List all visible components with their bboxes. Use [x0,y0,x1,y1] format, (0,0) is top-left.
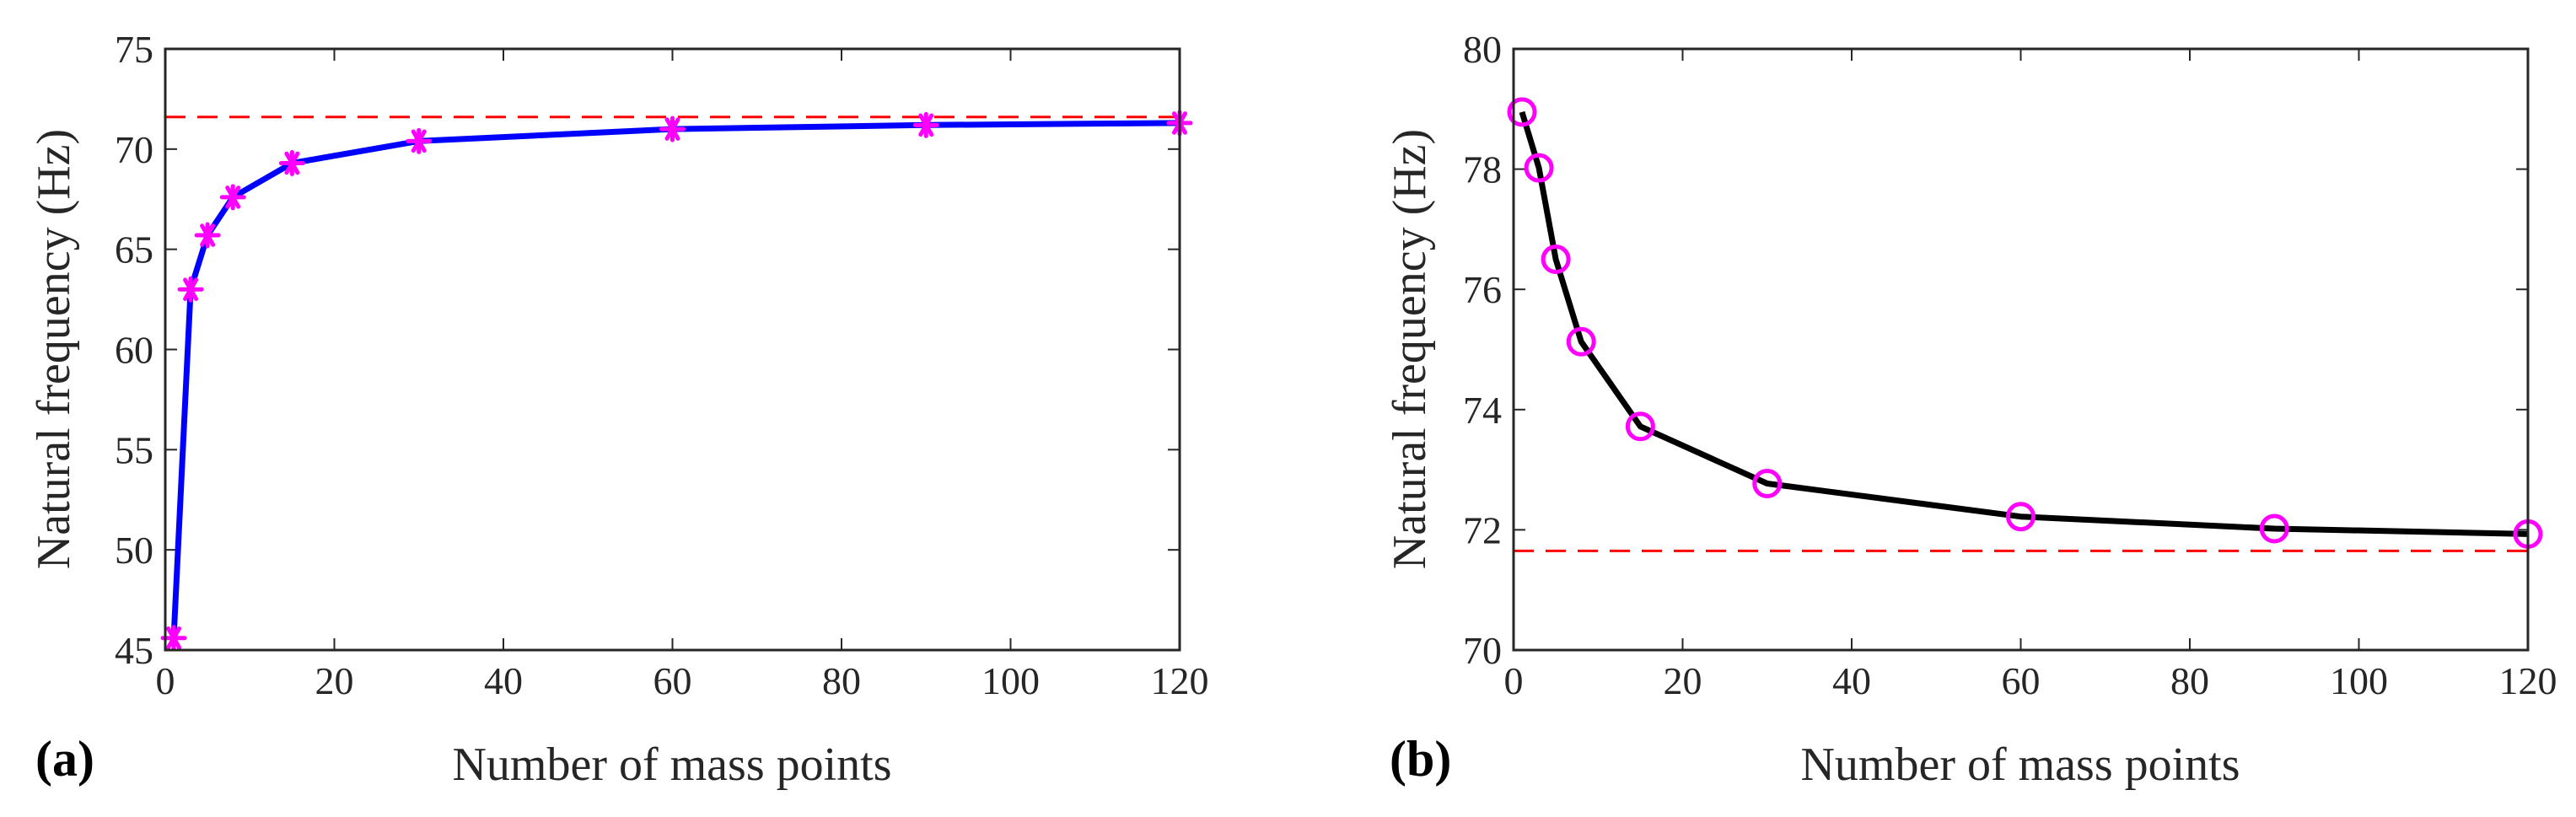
panel-a-data-point [278,149,305,176]
panel-a-plot-layer: 0 20 40 60 80 100 120 45 50 55 60 65 70 75 [115,28,1209,702]
panel-b-data-point [1541,245,1571,275]
panel-a-y-tick-label: 50 [115,529,153,572]
panel-a-y-tick-label: 70 [115,128,153,171]
panel-b-x-tick-label: 40 [1832,659,1871,702]
panel-b-y-tick-label: 76 [1463,268,1502,311]
panel-b-y-tick-label: 70 [1463,629,1502,672]
panel-b-data-point [2006,502,2036,532]
panel-a-axes-box [164,47,1181,652]
panel-a-data-point [177,276,204,303]
panel-b-y-tick-label: 72 [1463,508,1502,551]
panel-a-x-tick-label: 80 [822,659,861,702]
panel-a-data-point [406,127,433,154]
panel-b-x-tick-label: 100 [2330,659,2388,702]
panel-b-y-tick-label: 74 [1463,389,1502,432]
panel-b-x-tick-label: 60 [2002,659,2041,702]
panel-b-data-point [2259,513,2289,544]
panel-b-x-tick-label: 120 [2499,659,2557,702]
panel-a-data-point [912,111,939,138]
panel-a-x-axis-label: Number of mass points [452,739,891,791]
panel-a-y-tick-label: 55 [115,428,153,471]
panel-a-x-tick-label: 20 [315,659,354,702]
panel-b-x-axis-label: Number of mass points [1800,739,2240,791]
panel-b-series-line [1519,110,2529,537]
panel-a-data-point [219,184,246,211]
panel-b-data-point [1752,468,1783,498]
panel-a-data-point [194,222,221,249]
panel-b-data-point [1524,153,1554,183]
panel-a-x-tick-label: 100 [981,659,1040,702]
panel-a-x-tick-label: 0 [156,659,175,702]
panel-b-plot-layer: 0 20 40 60 80 100 120 70 72 74 76 78 80 [1463,28,2557,702]
panel-a-y-tick-label: 45 [115,629,153,672]
panel-b-axes-box [1512,47,2530,652]
panel-a-y-tick-label: 60 [115,329,153,372]
panel-b-y-axis-label: Natural frequency (Hz) [1384,129,1436,569]
chart-panel-b: 0 20 40 60 80 100 120 70 72 74 76 78 80 Number of ma… [1384,28,2557,791]
panel-a-label: (a) [35,731,94,787]
panel-b-data-point [1625,411,1655,442]
panel-b-x-tick-label: 80 [2170,659,2209,702]
panel-a-y-tick-label: 65 [115,228,153,271]
panel-a-data-point [659,116,686,142]
panel-b-x-tick-label: 20 [1664,659,1702,702]
panel-b-data-point [1507,97,1537,127]
chart-panel-a: 0 20 40 60 80 100 120 45 50 55 60 65 70 75 Number of … [28,28,1209,791]
panel-a-data-point [160,625,187,652]
panel-b-y-tick-label: 80 [1463,28,1502,71]
panel-a-y-axis-label: Natural frequency (Hz) [28,129,80,569]
panel-a-x-tick-label: 60 [653,659,692,702]
panel-a-x-tick-label: 120 [1151,659,1209,702]
panel-b-label: (b) [1390,731,1451,787]
panel-a-x-tick-label: 40 [484,659,523,702]
panel-b-x-tick-label: 0 [1504,659,1524,702]
panel-a-y-tick-label: 75 [115,28,153,71]
panel-b-data-point [1566,326,1596,357]
panel-b-y-tick-label: 78 [1463,148,1502,191]
